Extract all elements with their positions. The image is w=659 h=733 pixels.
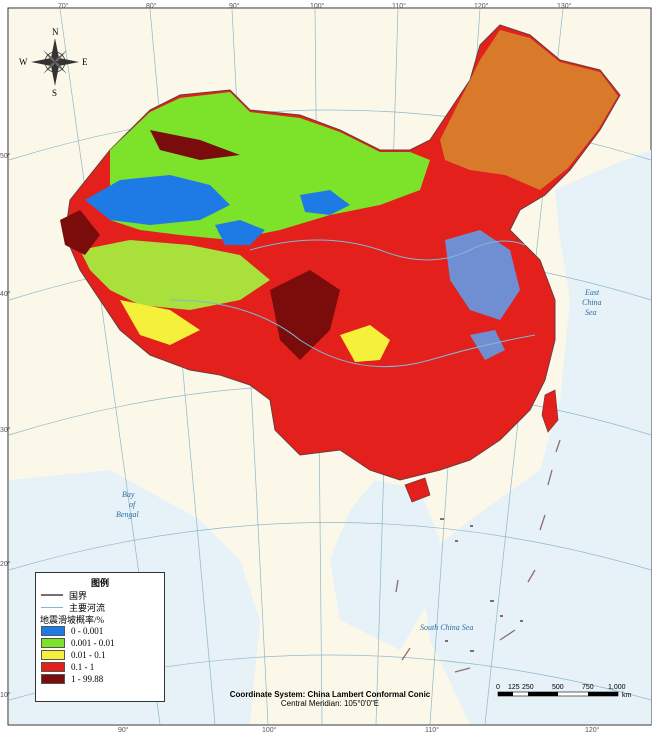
sea-label-east: East — [584, 288, 600, 297]
lon-tick: 70° — [58, 2, 69, 10]
scale-tick: 0 — [496, 684, 500, 691]
lon-tick: 90° — [229, 2, 240, 10]
legend-label: 0.1 - 1 — [71, 662, 95, 672]
legend-label: 国界 — [69, 590, 88, 601]
south-sea-islands — [440, 518, 523, 652]
china-territory — [60, 24, 621, 673]
legend-swatch — [41, 674, 65, 684]
taiwan-island — [541, 389, 559, 433]
legend-label: 主要河流 — [69, 602, 106, 613]
sea-label-bengal: Bengal — [116, 510, 139, 519]
legend-swatch — [41, 638, 65, 648]
legend-swatch — [41, 662, 65, 672]
legend-swatch — [41, 626, 65, 636]
compass-rose: N S E W — [19, 27, 88, 98]
legend-class-4: 0.1 - 1 — [41, 661, 164, 673]
longitude-ticks-bottom: 90° 100° 110° 120° — [118, 726, 600, 733]
sea-label-bay: Bay — [122, 490, 135, 499]
pacific-sea — [420, 150, 651, 724]
qaidam-basin-zone — [215, 220, 265, 245]
lat-tick: 20° — [0, 560, 11, 568]
map-legend: 图例 国界 主要河流 地震滑坡概率/% 0 - 0.001 0.001 - 0.… — [35, 572, 165, 702]
lat-tick: 40° — [0, 290, 11, 298]
lon-tick: 110° — [392, 2, 406, 10]
tianshan-zone — [150, 130, 240, 160]
lon-tick: 120° — [585, 726, 600, 733]
alxa-zone — [300, 190, 350, 215]
lon-tick: 100° — [310, 2, 325, 10]
legend-section-label: 地震滑坡概率/% — [40, 614, 104, 625]
lon-tick: 120° — [474, 2, 489, 10]
latitude-ticks: 50° 40° 30° 20° 10° — [0, 152, 11, 699]
river-line-swatch — [41, 606, 63, 608]
scale-tick: 1,000 — [608, 684, 626, 691]
legend-class-5: 1 - 99.88 — [41, 673, 164, 685]
border-line-swatch — [41, 594, 63, 596]
sea-label-of: of — [129, 500, 137, 509]
lat-tick: 30° — [0, 426, 11, 434]
longitude-ticks-top: 70° 80° 90° 100° 110° 120° 130° — [58, 2, 572, 10]
lat-tick: 10° — [0, 691, 11, 699]
legend-label: 0 - 0.001 — [71, 626, 104, 636]
sea-label-china: China — [582, 298, 602, 307]
legend-section-title: 地震滑坡概率/% — [40, 613, 164, 625]
legend-river: 主要河流 — [41, 601, 164, 613]
lat-tick: 50° — [0, 152, 11, 160]
nine-dash-line — [395, 439, 561, 673]
compass-n: N — [52, 27, 59, 37]
legend-class-1: 0 - 0.001 — [41, 625, 164, 637]
lon-tick: 100° — [262, 726, 277, 733]
scale-tick: 125 — [508, 684, 520, 691]
legend-border: 国界 — [41, 589, 164, 601]
hengduan-zone — [270, 270, 340, 360]
tarim-basin-zone — [85, 175, 230, 225]
legend-label: 1 - 99.88 — [71, 674, 104, 684]
lon-tick: 110° — [425, 726, 439, 733]
compass-w: W — [19, 57, 28, 67]
legend-swatch — [41, 650, 65, 660]
scale-bar: 0 125 250 500 750 1,000 km — [496, 684, 632, 699]
scale-tick: 500 — [552, 684, 564, 691]
south-tibet-zone — [120, 300, 200, 345]
hainan-island — [404, 477, 431, 503]
lon-tick: 130° — [557, 2, 572, 10]
coordinate-system: Coordinate System: China Lambert Conform… — [229, 690, 431, 699]
compass-s: S — [52, 88, 57, 98]
sea-label-south-china-sea: South China Sea — [420, 623, 473, 632]
pamir-zone — [60, 210, 100, 255]
sichuan-basin-zone — [340, 325, 390, 362]
coordinate-system-note: Coordinate System: China Lambert Conform… — [205, 690, 455, 708]
sea-label-sea: Sea — [585, 308, 597, 317]
legend-label: 0.01 - 0.1 — [71, 650, 106, 660]
legend-class-2: 0.001 - 0.01 — [41, 637, 164, 649]
major-rivers — [169, 239, 536, 368]
legend-title: 图例 — [90, 578, 109, 588]
scale-unit: km — [622, 692, 632, 699]
lon-tick: 80° — [146, 2, 157, 10]
legend-class-3: 0.01 - 0.1 — [41, 649, 164, 661]
northeast-region — [440, 30, 618, 190]
tibet-plateau-zone — [80, 240, 270, 310]
legend-label: 0.001 - 0.01 — [71, 638, 115, 648]
compass-e: E — [82, 57, 88, 67]
scale-tick: 750 — [582, 684, 594, 691]
scale-tick: 250 — [522, 684, 534, 691]
lon-tick: 90° — [118, 726, 129, 733]
central-meridian: Central Meridian: 105°0'0"E — [280, 699, 380, 708]
